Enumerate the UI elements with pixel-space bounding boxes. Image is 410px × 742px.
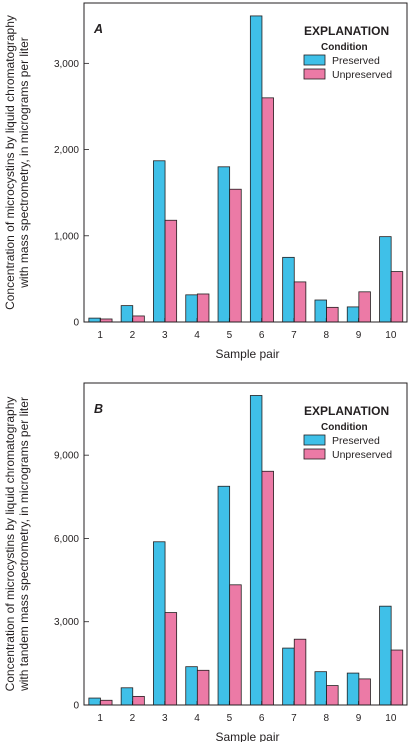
plot-frame (83, 2, 408, 323)
legend-swatch-unpreserved (303, 68, 326, 80)
bar-preserved-2 (120, 305, 134, 323)
bar-unpreserved-9 (358, 291, 371, 323)
x-axis-title: Sample pair (215, 730, 279, 742)
x-tick-label: 7 (291, 330, 297, 341)
x-tick-label: 9 (356, 330, 362, 341)
y-tick-label: 9,000 (54, 451, 79, 462)
y-tick-label: 0 (73, 318, 79, 329)
bar-preserved-4 (185, 294, 198, 323)
x-tick-label: 10 (385, 330, 397, 341)
bar-preserved-2 (120, 687, 134, 706)
bar-unpreserved-6 (261, 97, 274, 323)
y-axis-title-line: with mass spectrometry, in micrograms pe… (17, 37, 31, 289)
x-tick-label: 9 (356, 713, 362, 724)
legend-subtitle: Condition (321, 422, 368, 433)
x-tick-label: 4 (194, 713, 200, 724)
bar-preserved-7 (282, 647, 295, 706)
legend-swatch-unpreserved (303, 448, 326, 460)
x-tick-label: 3 (162, 330, 168, 341)
bar-unpreserved-6 (261, 470, 274, 706)
bar-unpreserved-5 (229, 584, 242, 706)
x-tick-label: 5 (227, 330, 233, 341)
bar-preserved-9 (346, 672, 360, 706)
bar-preserved-7 (282, 256, 295, 323)
bar-unpreserved-3 (164, 612, 178, 706)
legend-label-preserved: Preserved (332, 435, 380, 447)
bar-unpreserved-1 (100, 699, 113, 706)
bar-unpreserved-4 (196, 293, 210, 323)
x-tick-label: 5 (227, 713, 233, 724)
x-axis-title: Sample pair (215, 347, 279, 361)
y-tick-label: 3,000 (54, 59, 79, 70)
x-tick-label: 6 (259, 713, 265, 724)
y-axis-title-line: Concentration of microcystins by liquid … (3, 15, 17, 310)
bar-preserved-1 (88, 697, 101, 706)
bar-unpreserved-8 (326, 306, 339, 323)
bar-unpreserved-3 (164, 219, 178, 323)
bar-preserved-3 (153, 541, 166, 706)
x-tick-label: 8 (323, 713, 329, 724)
bar-unpreserved-10 (390, 271, 404, 323)
legend-label-unpreserved: Unpreserved (332, 449, 392, 461)
x-tick-label: 1 (97, 713, 103, 724)
x-tick-label: 2 (130, 713, 136, 724)
bar-preserved-5 (217, 166, 231, 323)
x-tick-label: 6 (259, 330, 265, 341)
bar-unpreserved-2 (132, 315, 145, 323)
bar-unpreserved-8 (326, 685, 339, 706)
x-tick-label: 3 (162, 713, 168, 724)
panel-letter: B (94, 402, 103, 416)
bar-preserved-5 (217, 485, 231, 706)
x-tick-label: 2 (130, 330, 136, 341)
bar-preserved-6 (249, 15, 263, 323)
chart-panel-a: 1 2 3 4 5 6 7 8 9 10 0 1,000 2,000 3,000 Sample pair Co… (3, 2, 408, 361)
legend-title: EXPLANATION (304, 24, 389, 38)
bar-preserved-8 (314, 299, 327, 323)
y-axis-title-line: with tandem mass spectrometry, in microg… (17, 397, 31, 692)
bar-preserved-8 (314, 671, 327, 706)
y-tick-label: 1,000 (54, 231, 79, 242)
chart-panel-b: 1 2 3 4 5 6 7 8 9 10 0 3,000 6,000 9,000 Sample pair Co… (3, 382, 408, 742)
bar-preserved-6 (249, 395, 263, 706)
plot-frame (83, 382, 408, 706)
bar-unpreserved-7 (293, 281, 307, 323)
x-tick-label: 1 (97, 330, 103, 341)
bar-preserved-1 (88, 317, 101, 323)
panel-letter: A (93, 22, 103, 36)
legend-label-preserved: Preserved (332, 55, 380, 67)
y-tick-label: 0 (73, 701, 79, 712)
bar-preserved-10 (379, 236, 392, 323)
y-tick-label: 2,000 (54, 145, 79, 156)
y-axis-title-line: Concentration of microcystins by liquid … (3, 397, 17, 692)
y-tick-label: 6,000 (54, 534, 79, 545)
x-tick-label: 4 (194, 330, 200, 341)
bar-unpreserved-4 (196, 669, 210, 706)
bar-unpreserved-2 (132, 695, 145, 706)
bar-preserved-9 (346, 306, 360, 323)
legend-label-unpreserved: Unpreserved (332, 69, 392, 81)
legend-swatch-preserved (303, 54, 326, 66)
legend-subtitle: Condition (321, 42, 368, 53)
y-tick-label: 3,000 (54, 617, 79, 628)
bar-unpreserved-7 (293, 638, 307, 706)
bar-preserved-10 (379, 605, 392, 706)
bar-preserved-4 (185, 666, 198, 706)
bar-unpreserved-9 (358, 678, 371, 706)
x-tick-label: 10 (385, 713, 397, 724)
bar-unpreserved-10 (390, 649, 404, 706)
bar-preserved-3 (153, 160, 166, 323)
x-tick-label: 7 (291, 713, 297, 724)
bar-unpreserved-5 (229, 188, 242, 323)
legend-title: EXPLANATION (304, 404, 389, 418)
legend-swatch-preserved (303, 434, 326, 446)
x-tick-label: 8 (323, 330, 329, 341)
